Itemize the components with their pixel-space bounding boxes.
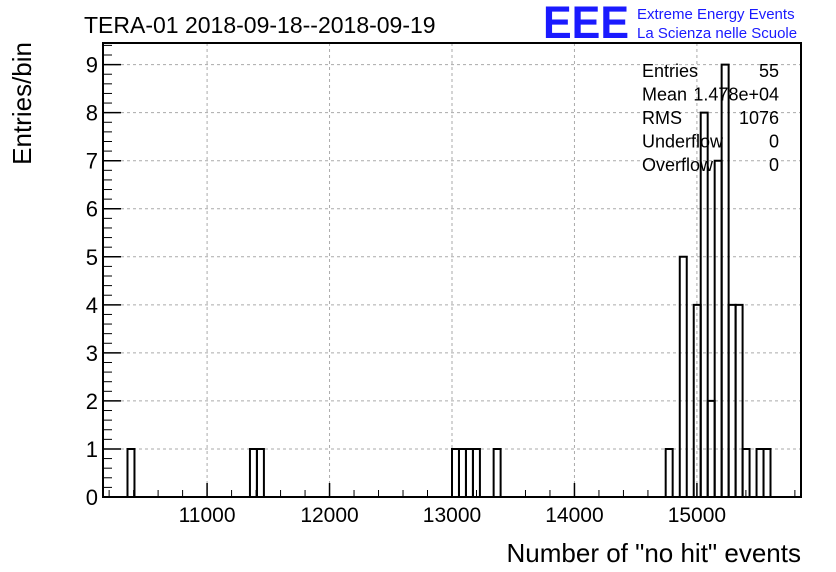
histogram-bin [762, 447, 772, 497]
eee-logo: EEE Extreme Energy Events La Scienza nel… [543, 0, 797, 48]
histogram-bin [699, 111, 709, 497]
eee-logo-line1: Extreme Energy Events [637, 6, 795, 23]
stats-label: Underflow [642, 132, 724, 152]
y-tick-label: 7 [86, 149, 98, 174]
eee-logo-letters: EEE [543, 0, 629, 48]
stats-label: Overflow [642, 155, 714, 175]
chart-title: TERA-01 2018-09-18--2018-09-19 [84, 12, 436, 38]
x-tick-label: 13000 [423, 504, 481, 527]
x-tick-label: 11000 [179, 504, 236, 527]
histogram-bin [664, 447, 674, 497]
y-tick-label: 3 [86, 341, 98, 366]
stats-value: 1.478e+04 [693, 85, 779, 105]
histogram-bin [734, 303, 744, 497]
y-axis: 0 1 2 3 4 5 6 7 8 9 [86, 44, 121, 510]
histogram-bin [741, 447, 751, 497]
y-tick-label: 6 [86, 197, 98, 222]
histogram-bin [720, 63, 730, 497]
stats-value: 0 [769, 132, 779, 152]
y-tick-label: 2 [86, 389, 98, 414]
y-tick-label: 5 [86, 245, 98, 270]
grid-lines [103, 43, 801, 497]
histogram [126, 63, 772, 497]
y-tick-label: 0 [86, 485, 98, 510]
y-tick-label: 4 [86, 293, 98, 318]
histogram-bin [492, 447, 502, 497]
y-tick-label: 8 [86, 101, 98, 126]
eee-logo-line2: La Scienza nelle Scuole [637, 25, 797, 42]
histogram-bin [126, 447, 136, 497]
stats-value: 0 [769, 155, 779, 175]
stats-box: Entries 55 Mean 1.478e+04 RMS 1076 Underflow 0 O… [642, 61, 779, 175]
x-tick-label: 14000 [545, 504, 603, 527]
stats-label: Entries [642, 61, 698, 81]
histogram-bin [471, 447, 481, 497]
stats-value: 1076 [739, 108, 779, 128]
stats-label: RMS [642, 108, 682, 128]
stats-label: Mean [642, 85, 687, 105]
x-tick-label: 15000 [668, 504, 726, 527]
y-tick-label: 1 [86, 437, 98, 462]
x-axis: 11000 12000 13000 14000 15000 [108, 483, 796, 527]
stats-value: 55 [759, 61, 779, 81]
x-tick-label: 12000 [300, 504, 358, 527]
x-axis-label: Number of "no hit" events [507, 538, 802, 568]
y-axis-label: Entries/bin [7, 42, 37, 165]
y-tick-label: 9 [86, 53, 98, 78]
histogram-bin [255, 447, 265, 497]
histogram-bin [678, 255, 688, 497]
